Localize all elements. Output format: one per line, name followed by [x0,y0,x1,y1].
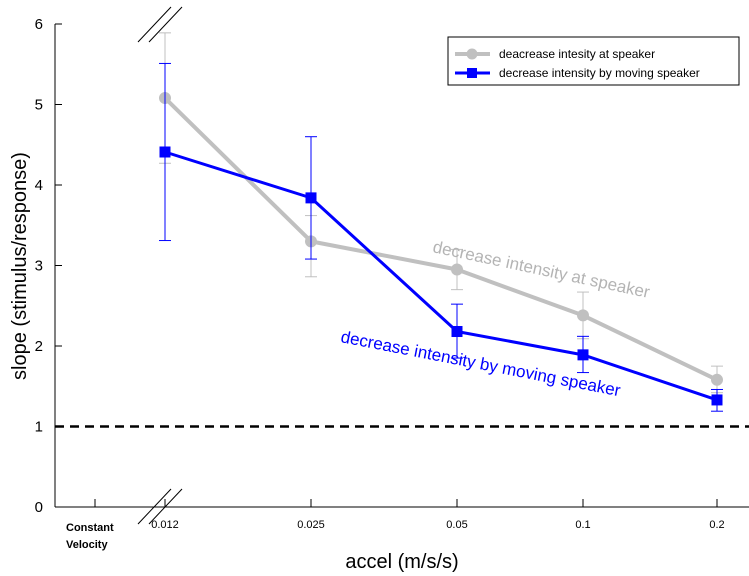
axis-break-mark-bottom-2 [148,488,183,525]
axis-break-mark-bottom-1 [137,488,172,525]
y-tick-label-0: 0 [35,499,43,516]
x-tick-label-1: 0.025 [297,519,325,531]
axis-break-marks [137,6,183,525]
legend-box [447,36,740,86]
series-1-point-3 [577,309,589,322]
series-2-point-3 [577,349,589,361]
y-axis-title: slope (stimulus/response) [9,152,31,380]
x-tick-label-2: 0.05 [446,519,467,531]
y-tick-label-3: 3 [35,258,43,275]
series-2 [159,62,723,412]
x-category-constant-velocity-line2: Velocity [66,539,108,551]
annotation-series-1: decrease intensity at speaker [431,237,652,302]
y-ticks: 0 1 2 3 4 5 6 [35,16,62,516]
series-1-point-4 [711,373,723,386]
x-tick-label-3: 0.1 [575,519,590,531]
y-tick-label-2: 2 [35,338,43,355]
y-tick-label-5: 5 [35,97,43,114]
axis-break-mark-top-1 [137,6,172,43]
series-2-point-1 [305,192,317,204]
series-2-point-2 [451,326,463,338]
series-1-point-2 [451,263,463,276]
y-tick-label-1: 1 [35,419,43,436]
annotation-series-2: decrease intensity by moving speaker [339,327,622,400]
x-axis-title: accel (m/s/s) [345,551,458,573]
axes: 0 1 2 3 4 5 6 0.012 0.025 0.05 0.1 0.2 [35,6,749,531]
x-ticks: 0.012 0.025 0.05 0.1 0.2 [94,499,725,531]
series-layer [159,32,723,412]
legend-label-series-2: decrease intensity by moving speaker [499,66,700,80]
y-tick-label-4: 4 [35,177,43,194]
legend-label-series-1: deacrease intesity at speaker [499,47,655,61]
series-2-point-4 [711,394,723,406]
legend-marker-series-2 [467,68,477,78]
axis-break-mark-top-2 [148,6,183,43]
legend: deacrease intesity at speaker decrease i… [447,36,740,86]
x-tick-label-4: 0.2 [709,519,724,531]
y-tick-label-6: 6 [35,16,43,33]
x-tick-label-0: 0.012 [151,519,179,531]
x-category-constant-velocity-line1: Constant [66,522,114,534]
legend-marker-series-1 [466,48,478,60]
series-1 [159,32,723,394]
series-2-point-0 [159,146,171,158]
